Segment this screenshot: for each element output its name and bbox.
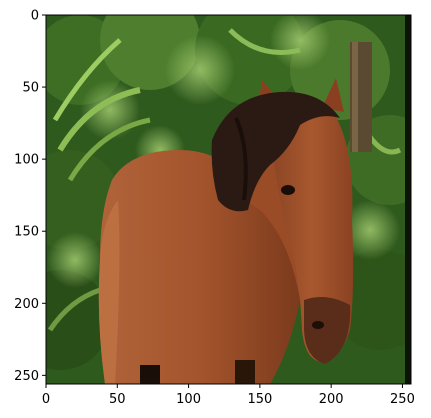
photo-image — [10, 0, 431, 384]
y-tick-label: 0 — [31, 9, 39, 24]
x-tick-label: 50 — [109, 392, 126, 407]
y-axis: 0 50 100 150 200 250 — [14, 9, 46, 384]
x-tick-label: 200 — [319, 392, 344, 407]
x-tick-label: 150 — [247, 392, 272, 407]
y-tick-label: 150 — [14, 225, 39, 240]
x-tick-label: 0 — [42, 392, 50, 407]
horse-eye — [281, 185, 295, 195]
y-tick-label: 200 — [14, 297, 39, 312]
y-tick-label: 100 — [14, 153, 39, 168]
x-axis: 0 50 100 150 200 250 — [42, 384, 415, 407]
x-tick-label: 250 — [390, 392, 415, 407]
y-tick-label: 50 — [22, 81, 39, 96]
y-tick-label: 250 — [14, 369, 39, 384]
x-tick-label: 100 — [176, 392, 201, 407]
